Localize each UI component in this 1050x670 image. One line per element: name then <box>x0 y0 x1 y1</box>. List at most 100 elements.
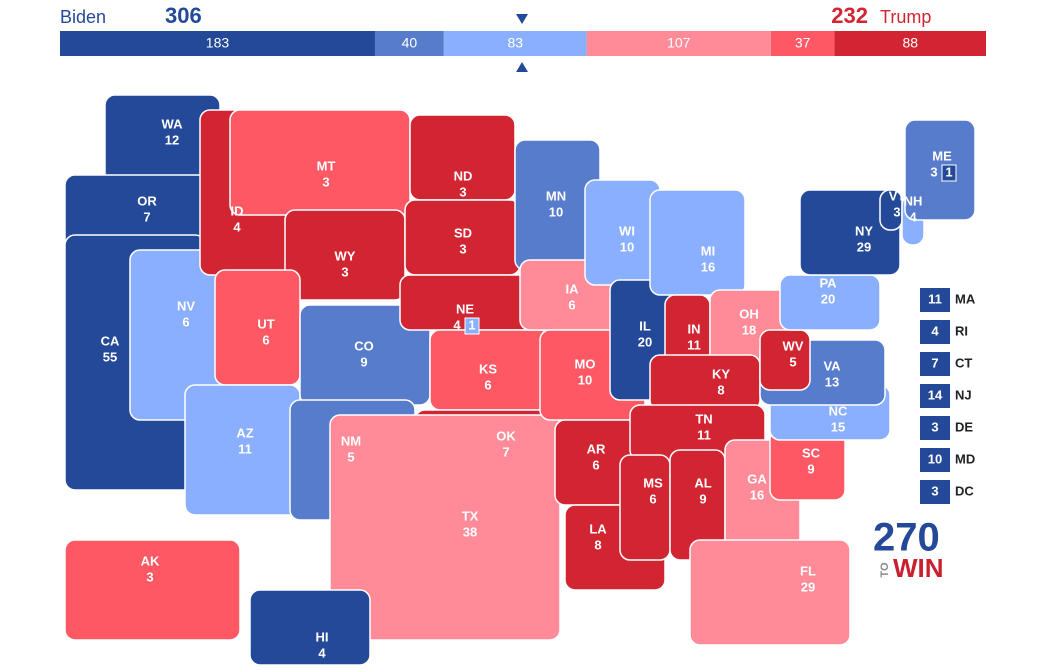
state-ev: 16 <box>750 487 764 502</box>
small-state-ev: 7 <box>931 355 938 370</box>
small-state-box <box>920 288 950 312</box>
bar-segment <box>834 31 986 56</box>
state-ev: 20 <box>821 291 835 306</box>
small-state-box <box>920 448 950 472</box>
small-state-box <box>920 320 950 344</box>
state-ev: 7 <box>143 209 150 224</box>
state-shape <box>649 354 761 411</box>
state-abbr: KS <box>479 361 497 376</box>
segment-label: 40 <box>402 35 418 51</box>
state-abbr: SC <box>802 445 821 460</box>
small-state-box <box>920 480 950 504</box>
segment-label: 183 <box>206 35 230 51</box>
state-ev: 15 <box>831 419 845 434</box>
bar-segment <box>770 31 835 56</box>
state-abbr: NV <box>177 298 195 313</box>
state-ev: 12 <box>165 132 179 147</box>
bar-segment <box>374 31 444 56</box>
state-shape <box>689 539 851 646</box>
state-ev: 3 <box>930 164 937 179</box>
state-ev: 4 <box>233 219 241 234</box>
state-ev: 3 <box>459 241 466 256</box>
state-abbr: FL <box>800 563 816 578</box>
state-ev: 9 <box>699 491 706 506</box>
state-ev: 20 <box>638 334 652 349</box>
logo-number: 270 <box>873 516 940 560</box>
state-abbr: AZ <box>236 425 253 440</box>
state-abbr: AL <box>694 475 711 490</box>
state-abbr: MN <box>546 188 566 203</box>
state-abbr: WI <box>619 223 635 238</box>
state-abbr: OH <box>739 306 759 321</box>
state-shape <box>759 329 811 391</box>
state-ev: 16 <box>701 259 715 274</box>
state-abbr: LA <box>589 521 607 536</box>
state-abbr: SD <box>454 225 472 240</box>
state-ev: 11 <box>687 337 701 352</box>
state-abbr: NH <box>904 193 923 208</box>
state-abbr: NE <box>456 301 474 316</box>
state-shape <box>64 539 241 641</box>
state-ev: 6 <box>262 332 269 347</box>
state-ev: 4 <box>909 209 917 224</box>
state-ev: 3 <box>893 204 900 219</box>
segment-label: 37 <box>795 35 811 51</box>
state-abbr: HI <box>316 629 329 644</box>
bar-segment <box>443 31 587 56</box>
state-abbr: WV <box>783 338 804 353</box>
center-marker <box>516 62 528 72</box>
small-state-abbr: DC <box>955 483 974 498</box>
small-state-abbr: CT <box>955 355 972 370</box>
state-abbr: NC <box>829 403 848 418</box>
state-abbr: WY <box>335 248 356 263</box>
logo-to: TO <box>879 562 891 578</box>
center-marker <box>516 14 528 24</box>
state-abbr: OR <box>137 193 157 208</box>
state-ev: 55 <box>103 349 117 364</box>
small-state-ev: 10 <box>928 451 942 466</box>
bar-segment <box>60 31 375 56</box>
state-abbr: ND <box>454 168 473 183</box>
state-ev: 4 <box>318 645 326 660</box>
split-box <box>941 164 957 182</box>
state-abbr: WA <box>162 116 184 131</box>
state-abbr: IL <box>639 318 651 333</box>
state-ev: 9 <box>807 461 814 476</box>
small-state-ev: 4 <box>931 323 939 338</box>
state-shape <box>249 589 371 666</box>
segment-label: 88 <box>902 35 918 51</box>
state-ev: 10 <box>549 204 563 219</box>
small-state-ev: 3 <box>931 419 938 434</box>
state-ev: 29 <box>801 579 815 594</box>
small-state-abbr: MA <box>955 291 976 306</box>
state-abbr: ME <box>932 148 952 163</box>
state-ev: 11 <box>238 441 252 456</box>
state-abbr: IA <box>566 281 580 296</box>
state-abbr: TX <box>462 508 479 523</box>
state-ev: 29 <box>857 239 871 254</box>
state-ev: 6 <box>649 491 656 506</box>
small-state-ev: 14 <box>928 387 943 402</box>
logo-win: WIN <box>893 553 944 583</box>
state-abbr: TN <box>695 411 712 426</box>
biden-total: 306 <box>165 3 202 28</box>
small-state-box <box>920 352 950 376</box>
state-ev: 13 <box>825 374 839 389</box>
biden-name: Biden <box>60 7 106 27</box>
state-ev: 7 <box>502 444 509 459</box>
state-ev: 3 <box>459 184 466 199</box>
state-abbr: CA <box>101 333 120 348</box>
state-ev: 9 <box>360 354 367 369</box>
state-ev: 11 <box>697 427 711 442</box>
split-box <box>464 317 480 335</box>
state-abbr: MI <box>701 243 715 258</box>
state-abbr: MS <box>643 475 663 490</box>
state-ev: 4 <box>453 317 461 332</box>
small-state-abbr: MD <box>955 451 975 466</box>
state-ev: 8 <box>594 537 601 552</box>
small-state-box <box>920 416 950 440</box>
bar-segment <box>586 31 771 56</box>
state-ev: 6 <box>568 297 575 312</box>
state-shape <box>799 189 901 276</box>
